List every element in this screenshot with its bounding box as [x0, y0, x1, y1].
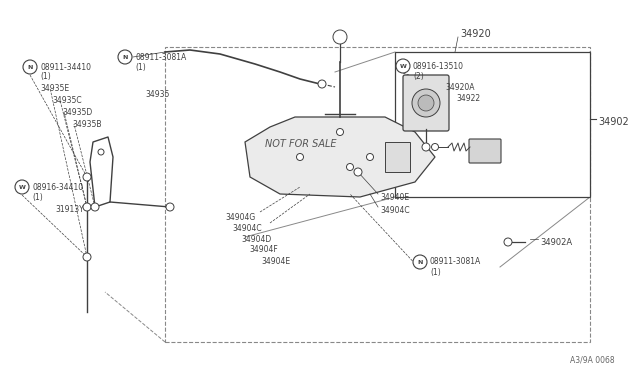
Circle shape	[346, 164, 353, 170]
Circle shape	[166, 203, 174, 211]
Text: 34935C: 34935C	[52, 96, 82, 105]
Circle shape	[98, 149, 104, 155]
Text: NOT FOR SALE: NOT FOR SALE	[265, 139, 337, 149]
Text: (1): (1)	[135, 62, 146, 71]
Circle shape	[418, 95, 434, 111]
Text: A3/9A 0068: A3/9A 0068	[570, 356, 614, 365]
Circle shape	[83, 173, 91, 181]
Circle shape	[396, 59, 410, 73]
Text: 34902A: 34902A	[540, 237, 572, 247]
Text: N: N	[122, 55, 128, 60]
Circle shape	[367, 154, 374, 160]
Circle shape	[422, 143, 430, 151]
Circle shape	[354, 168, 362, 176]
Circle shape	[83, 253, 91, 261]
Polygon shape	[245, 117, 435, 197]
Text: 08911-3081A: 08911-3081A	[430, 257, 481, 266]
Text: 08911-34410: 08911-34410	[40, 62, 91, 71]
Text: W: W	[19, 185, 26, 189]
Text: N: N	[417, 260, 422, 264]
Text: 34940E: 34940E	[380, 192, 409, 202]
Text: 34902: 34902	[598, 117, 628, 127]
Text: (1): (1)	[40, 71, 51, 80]
Text: 08916-34410: 08916-34410	[32, 183, 83, 192]
Circle shape	[83, 203, 91, 211]
Text: 34920A: 34920A	[445, 83, 474, 92]
Text: 34904E: 34904E	[261, 257, 290, 266]
Circle shape	[337, 128, 344, 135]
Text: (1): (1)	[430, 267, 441, 276]
Circle shape	[91, 203, 99, 211]
Circle shape	[23, 60, 37, 74]
Text: 34935E: 34935E	[40, 83, 69, 93]
Circle shape	[118, 50, 132, 64]
Text: (2): (2)	[413, 71, 424, 80]
Text: 34935D: 34935D	[62, 108, 92, 116]
Text: 34935B: 34935B	[72, 119, 102, 128]
Circle shape	[15, 180, 29, 194]
Circle shape	[412, 89, 440, 117]
Text: 34922: 34922	[456, 93, 480, 103]
Text: 34935: 34935	[145, 90, 170, 99]
Text: W: W	[399, 64, 406, 68]
Circle shape	[413, 255, 427, 269]
Text: 34904C: 34904C	[380, 205, 410, 215]
FancyBboxPatch shape	[469, 139, 501, 163]
Text: 08916-13510: 08916-13510	[413, 61, 464, 71]
Text: 34904C: 34904C	[232, 224, 262, 232]
Circle shape	[296, 154, 303, 160]
Circle shape	[431, 144, 438, 151]
Circle shape	[333, 30, 347, 44]
Text: (1): (1)	[32, 192, 43, 202]
FancyBboxPatch shape	[403, 75, 449, 131]
Bar	[385, 142, 410, 172]
Bar	[395, 52, 590, 197]
Text: 31913Y: 31913Y	[55, 205, 84, 214]
Text: 08911-3081A: 08911-3081A	[135, 52, 186, 61]
Text: 34920: 34920	[460, 29, 491, 39]
Text: 34904F: 34904F	[249, 246, 278, 254]
Circle shape	[318, 80, 326, 88]
Bar	[165, 47, 590, 342]
Text: 34904G: 34904G	[225, 212, 255, 221]
Text: N: N	[28, 64, 33, 70]
Text: 34904D: 34904D	[241, 234, 271, 244]
Circle shape	[504, 238, 512, 246]
